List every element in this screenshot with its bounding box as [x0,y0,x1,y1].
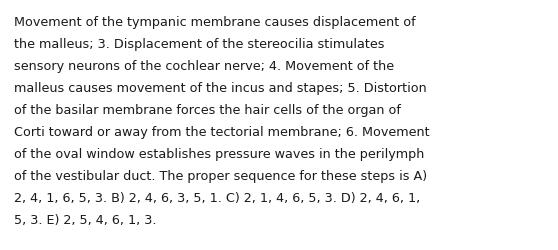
Text: 5, 3. E) 2, 5, 4, 6, 1, 3.: 5, 3. E) 2, 5, 4, 6, 1, 3. [14,213,156,226]
Text: malleus causes movement of the incus and stapes; 5. Distortion: malleus causes movement of the incus and… [14,82,427,94]
Text: the malleus; 3. Displacement of the stereocilia stimulates: the malleus; 3. Displacement of the ster… [14,38,384,51]
Text: sensory neurons of the cochlear nerve; 4. Movement of the: sensory neurons of the cochlear nerve; 4… [14,60,394,73]
Text: of the basilar membrane forces the hair cells of the organ of: of the basilar membrane forces the hair … [14,104,401,117]
Text: of the oval window establishes pressure waves in the perilymph: of the oval window establishes pressure … [14,148,425,160]
Text: 2, 4, 1, 6, 5, 3. B) 2, 4, 6, 3, 5, 1. C) 2, 1, 4, 6, 5, 3. D) 2, 4, 6, 1,: 2, 4, 1, 6, 5, 3. B) 2, 4, 6, 3, 5, 1. C… [14,191,420,204]
Text: Movement of the tympanic membrane causes displacement of: Movement of the tympanic membrane causes… [14,16,416,29]
Text: Corti toward or away from the tectorial membrane; 6. Movement: Corti toward or away from the tectorial … [14,126,430,138]
Text: of the vestibular duct. The proper sequence for these steps is A): of the vestibular duct. The proper seque… [14,169,427,182]
